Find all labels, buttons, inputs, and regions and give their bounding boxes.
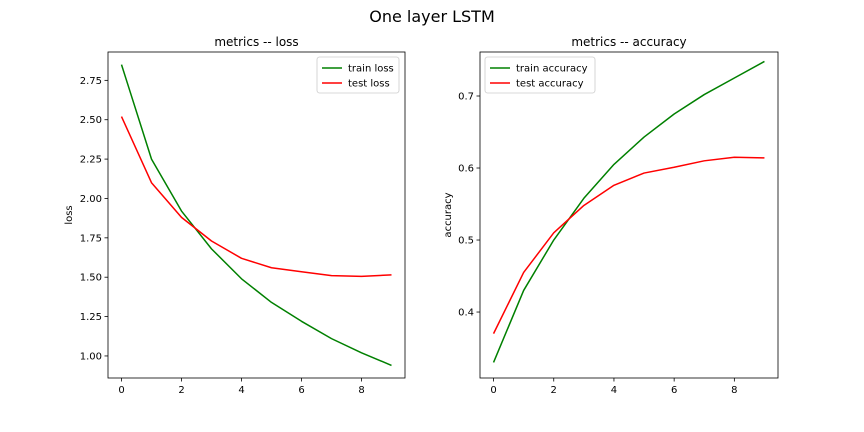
legend-label: train accuracy [516, 64, 588, 75]
y-tick-label: 1.00 [80, 351, 102, 362]
x-tick-label: 0 [118, 385, 124, 396]
y-tick-label: 2.00 [80, 194, 102, 205]
axes-frame [107, 51, 406, 379]
y-tick-label: 0.7 [458, 91, 474, 102]
y-axis-label: loss [64, 205, 75, 224]
y-tick-label: 1.75 [80, 233, 102, 244]
legend: train accuracy test accuracy [484, 56, 596, 94]
series-line-train-loss [120, 64, 392, 367]
y-tick-label: 2.50 [80, 115, 102, 126]
x-tick-label: 2 [178, 385, 184, 396]
legend-label: test loss [348, 79, 390, 90]
x-tick-label: 4 [611, 385, 617, 396]
y-tick-label: 0.6 [458, 164, 474, 175]
y-tick-label: 0.5 [458, 236, 474, 247]
x-tick-label: 6 [298, 385, 304, 396]
x-tick-label: 8 [358, 385, 364, 396]
series-line-test-loss [120, 116, 392, 278]
series-line-train-accuracy [492, 60, 765, 363]
subplot-title: metrics -- loss [214, 35, 298, 49]
legend-label: test accuracy [516, 79, 584, 90]
legend-box [316, 56, 400, 94]
x-tick-label: 8 [731, 385, 737, 396]
figure-title: One layer LSTM [369, 7, 495, 26]
y-tick-label: 2.75 [80, 76, 102, 87]
y-tick-label: 1.25 [80, 312, 102, 323]
loss-subplot: metrics -- loss loss 0 2 4 6 8 1.00 1.25 1.50 1.75… [64, 35, 406, 396]
axes-frame [479, 51, 779, 379]
y-axis-label: accuracy [443, 192, 454, 237]
y-tick-label: 2.25 [80, 155, 102, 166]
legend-box [484, 56, 596, 94]
x-tick-label: 6 [671, 385, 677, 396]
subplot-title: metrics -- accuracy [571, 35, 686, 49]
legend-label: train loss [348, 64, 394, 75]
y-tick-label: 1.50 [80, 273, 102, 284]
accuracy-subplot: metrics -- accuracy accuracy 0 2 4 6 8 0.4 0.5 0.… [443, 35, 779, 396]
series-line-test-accuracy [492, 156, 765, 334]
legend: train loss test loss [316, 56, 400, 94]
x-tick-label: 4 [238, 385, 244, 396]
x-tick-label: 0 [490, 385, 496, 396]
x-tick-label: 2 [551, 385, 557, 396]
y-tick-label: 0.4 [458, 308, 474, 319]
